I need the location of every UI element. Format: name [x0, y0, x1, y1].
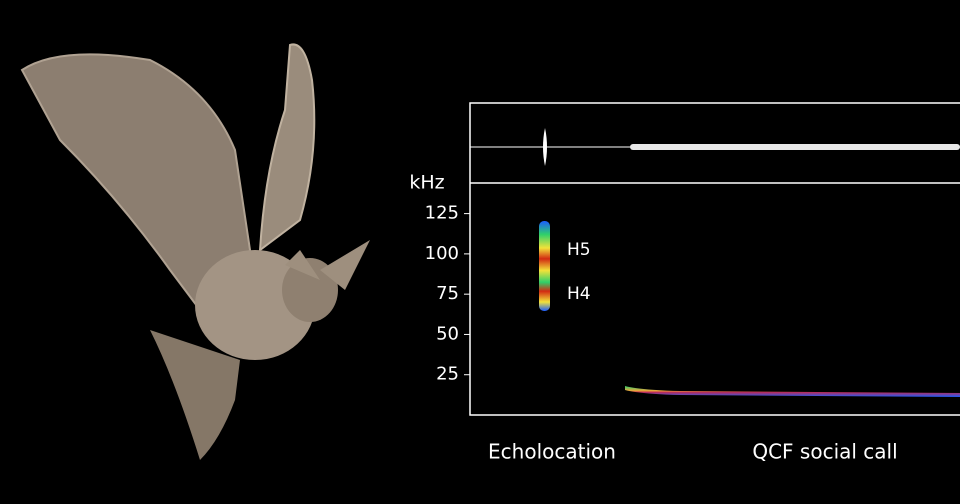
- annotation: H4: [567, 284, 591, 304]
- oscillogram: [470, 128, 960, 166]
- y-tick-label: 25: [436, 364, 459, 385]
- annotation: H5: [567, 240, 591, 260]
- y-tick-label: 100: [425, 243, 459, 264]
- qcf-trace: [625, 386, 960, 397]
- plot-frame: [469, 102, 960, 416]
- segment-label: Echolocation: [488, 440, 616, 464]
- y-tick-label: 75: [436, 283, 459, 304]
- segment-label: QCF social call: [752, 440, 897, 464]
- y-tick-label: 125: [425, 203, 459, 224]
- y-axis-label: kHz: [409, 172, 444, 194]
- echolocation-trace: [539, 221, 550, 311]
- bat-photo: [20, 43, 370, 460]
- y-tick-label: 50: [436, 323, 459, 344]
